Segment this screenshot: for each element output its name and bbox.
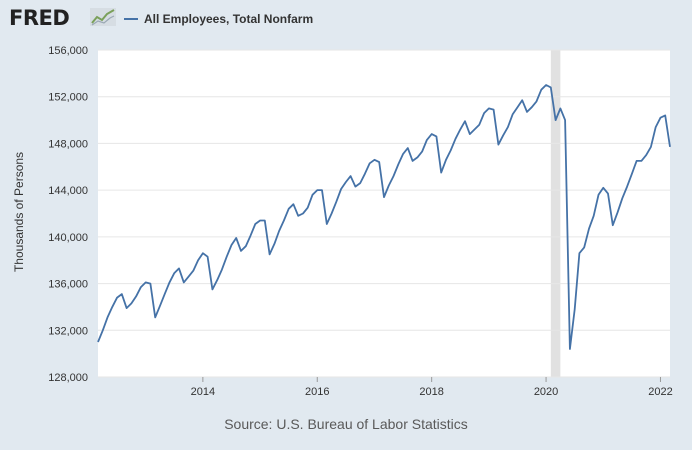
y-tick-label: 140,000 (48, 232, 88, 244)
plot-area (98, 50, 670, 377)
series-line (97, 84, 671, 350)
legend-swatch (124, 18, 138, 20)
y-tick-label: 132,000 (48, 325, 88, 337)
recession-shading (550, 50, 561, 377)
x-tick-label: 2016 (305, 386, 329, 398)
fred-logo: FRED (9, 6, 70, 30)
source-note: Source: U.S. Bureau of Labor Statistics (224, 416, 468, 432)
x-tick-label: 2020 (534, 386, 558, 398)
line-chart: 128,000 132,000 136,000 140,000 144,000 148,0… (12, 45, 673, 398)
legend: All Employees, Total Nonfarm (124, 10, 313, 28)
y-tick-label: 152,000 (48, 92, 88, 104)
legend-label: All Employees, Total Nonfarm (144, 12, 314, 26)
x-tick-label: 2014 (191, 386, 215, 398)
y-tick-label: 156,000 (48, 45, 88, 57)
y-axis-label: Thousands of Persons (12, 152, 26, 272)
y-tick-label: 144,000 (48, 185, 88, 197)
chart-header: FRED All Employees, Total Nonfarm (0, 0, 692, 40)
y-tick-label: 148,000 (48, 138, 88, 150)
x-tick-label: 2022 (648, 386, 672, 398)
y-tick-label: 136,000 (48, 279, 88, 291)
trend-line-icon (90, 8, 116, 26)
x-tick-label: 2018 (419, 386, 443, 398)
y-tick-label: 128,000 (48, 372, 88, 384)
